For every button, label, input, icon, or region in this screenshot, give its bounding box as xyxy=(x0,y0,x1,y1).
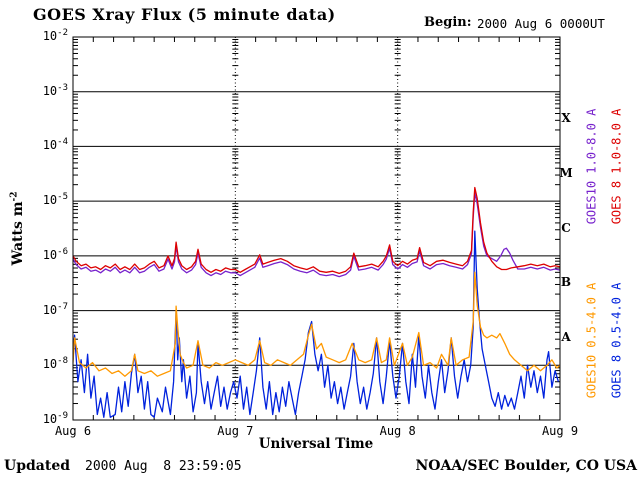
flare-class-a: A xyxy=(561,329,571,344)
legend-label-goes10-0-5-4-0-a: GOES10 0.5-4.0 A xyxy=(584,282,599,399)
y-tick-label: 10-3 xyxy=(42,82,68,98)
y-tick-label: 10-9 xyxy=(42,411,68,426)
chart-title: GOES Xray Flux (5 minute data) xyxy=(33,5,336,24)
y-tick-label: 10-5 xyxy=(42,192,68,208)
flare-class-m: M xyxy=(559,165,573,180)
plot-border xyxy=(72,36,561,421)
updated-label: Updated xyxy=(4,458,71,474)
flare-class-b: B xyxy=(560,275,572,290)
y-tick-label: 10-2 xyxy=(42,28,68,43)
y-tick-label: 10-4 xyxy=(42,137,68,153)
y-tick-label: 10-7 xyxy=(42,301,68,317)
series-goes10-1-0-8-0-a xyxy=(73,192,560,278)
series-goes-8-1-0-8-0-a xyxy=(73,186,560,275)
series-goes-8-0-5-4-0-a xyxy=(73,230,560,418)
y-axis-title: Watts m-2 xyxy=(9,191,27,266)
legend-label-goes-8-1-0-8-0-a: GOES 8 1.0-8.0 A xyxy=(609,108,624,225)
y-tick-label: 10-8 xyxy=(42,356,68,372)
legend-label-goes10-1-0-8-0-a: GOES10 1.0-8.0 A xyxy=(584,108,599,225)
x-tick-label: Aug 7 xyxy=(217,424,254,438)
legend-label-goes-8-0-5-4-0-a: GOES 8 0.5-4.0 A xyxy=(609,282,624,399)
y-tick-label: 10-6 xyxy=(42,246,68,262)
begin-value: 2000 Aug 6 0000UT xyxy=(477,16,605,31)
updated-timestamp: 2000 Aug 8 23:59:05 xyxy=(85,459,242,474)
x-tick-label: Aug 6 xyxy=(54,424,92,438)
begin-label: Begin: xyxy=(424,15,472,30)
series-goes10-0-5-4-0-a xyxy=(73,271,560,377)
flare-class-x: X xyxy=(561,111,571,126)
credit-text: NOAA/SEC Boulder, CO USA xyxy=(415,458,638,474)
flare-class-c: C xyxy=(561,220,571,235)
x-tick-label: Aug 8 xyxy=(379,424,416,438)
x-tick-label: Aug 9 xyxy=(541,424,579,438)
x-axis-title: Universal Time xyxy=(258,436,374,452)
